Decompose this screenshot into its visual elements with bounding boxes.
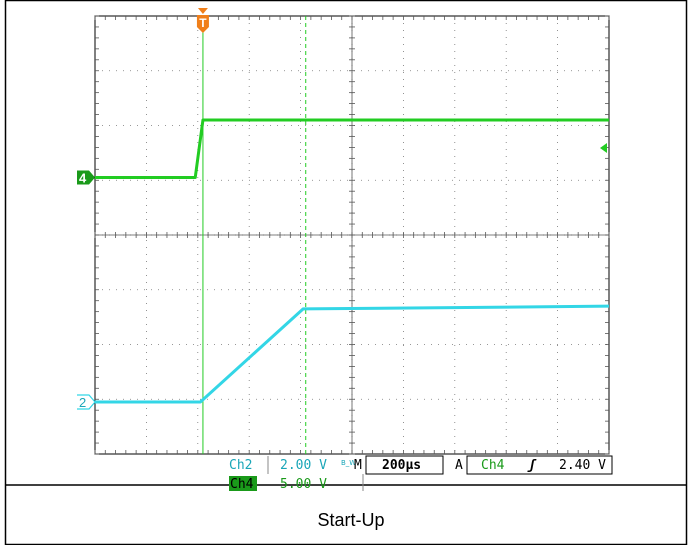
trigger-level-arrow — [600, 143, 607, 154]
cursor-lines — [202, 16, 307, 454]
trigger-mode: A — [455, 458, 463, 473]
trigger-marker-label: T — [199, 16, 207, 30]
trigger-marker-icon — [196, 15, 209, 33]
trigger-slope-icon: ʃ — [527, 458, 537, 473]
ch4-marker-label: 4 — [79, 171, 87, 186]
trigger-level: 2.40 V — [559, 458, 606, 473]
ch4-label: Ch4 — [230, 477, 254, 492]
timebase-value: 200µs — [382, 458, 421, 473]
ch2-marker-icon — [77, 394, 96, 410]
trigger-arrow-icon — [197, 8, 208, 14]
trace-ch2 — [95, 304, 610, 404]
trigger-source: Ch4 — [481, 458, 505, 473]
ch2-marker-label: 2 — [79, 395, 86, 410]
bw-flag: B_W — [341, 459, 356, 467]
ch4-scale: 5.00 V — [280, 477, 327, 492]
figure-caption: Start-Up — [317, 510, 384, 530]
ch4-marker-icon — [77, 170, 95, 185]
graticule — [94, 15, 610, 455]
traces — [95, 118, 610, 404]
ch2-scale: 2.00 V — [280, 458, 327, 473]
trace-ch4 — [95, 118, 609, 180]
m-label: M — [354, 458, 362, 473]
trigger-box — [466, 455, 613, 475]
ch2-label: Ch2 — [229, 458, 252, 473]
ch4-label-bg — [229, 476, 257, 491]
channel-markers: 4 2 T — [77, 8, 607, 410]
timebase-box — [365, 455, 444, 475]
status-bar: Ch2 2.00 V B_W M 200µs A Ch4 ʃ 2.40 V Ch… — [229, 455, 613, 492]
